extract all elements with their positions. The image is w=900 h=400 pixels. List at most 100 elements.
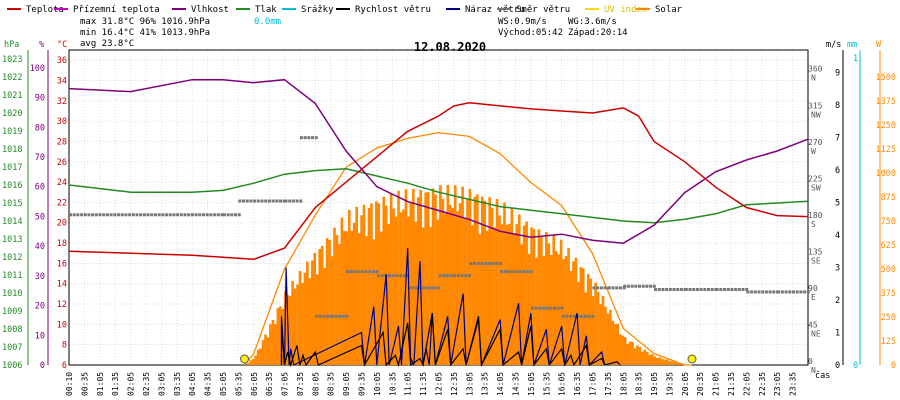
tick-x: 05:05 bbox=[219, 372, 228, 396]
wind-dir-point bbox=[153, 213, 157, 217]
solar-bar-161 bbox=[641, 351, 644, 365]
wind-dir-point bbox=[654, 287, 658, 291]
wind-dir-point bbox=[607, 286, 611, 290]
tick-dir-value: 270 bbox=[808, 138, 823, 147]
solar-bar-146 bbox=[604, 306, 607, 365]
wind-dir-point bbox=[109, 213, 113, 217]
solar-bar-145 bbox=[601, 295, 605, 365]
wind-dir-point bbox=[806, 290, 810, 294]
solar-bar-62 bbox=[397, 190, 400, 365]
tick-mm: 1 bbox=[853, 54, 858, 64]
solar-bar-100 bbox=[490, 207, 494, 365]
solar-bar-168 bbox=[658, 357, 661, 365]
solar-bar-20 bbox=[293, 288, 297, 365]
tick-x: 09:05 bbox=[342, 372, 351, 396]
wind-dir-point bbox=[179, 213, 183, 217]
wind-dir-point bbox=[375, 270, 379, 274]
solar-bar-3 bbox=[251, 359, 255, 365]
wind-dir-point bbox=[672, 287, 676, 291]
tick-x: 11:35 bbox=[419, 372, 428, 396]
tick-solar: 0 bbox=[891, 361, 896, 371]
tick-temp: 16 bbox=[57, 259, 67, 269]
tick-pct: 70 bbox=[35, 153, 45, 163]
tick-pct: 80 bbox=[35, 123, 45, 133]
solar-bar-152 bbox=[618, 334, 622, 365]
legend-label-9: Solar bbox=[655, 5, 683, 15]
stats-max-rain: 0.0mm bbox=[254, 17, 281, 27]
wind-dir-point bbox=[587, 314, 591, 318]
tick-x: 23:05 bbox=[773, 372, 782, 396]
tick-solar: 250 bbox=[881, 313, 896, 323]
axis-label-solar: W bbox=[876, 40, 882, 50]
wind-dir-point bbox=[388, 274, 392, 278]
sun-marker-1 bbox=[687, 354, 697, 364]
solar-bar-33 bbox=[325, 238, 329, 365]
tick-x: 00:35 bbox=[80, 372, 89, 396]
solar-bar-175 bbox=[675, 362, 679, 365]
wind-dir-point bbox=[187, 213, 191, 217]
solar-bar-128 bbox=[559, 239, 563, 365]
wind-dir-point bbox=[120, 213, 124, 217]
tick-dir-value: 90 bbox=[808, 284, 818, 293]
wind-dir-point bbox=[449, 274, 453, 278]
tick-hpa: 1012 bbox=[2, 253, 22, 263]
solar-bar-64 bbox=[402, 209, 405, 365]
wind-dir-point bbox=[341, 314, 345, 318]
solar-bar-77 bbox=[434, 194, 437, 365]
solar-bar-29 bbox=[315, 274, 319, 365]
tick-solar: 750 bbox=[881, 217, 896, 227]
solar-bar-13 bbox=[276, 308, 280, 365]
wind-dir-point bbox=[596, 286, 600, 290]
tick-x: 04:35 bbox=[204, 372, 213, 396]
solar-bar-63 bbox=[399, 212, 403, 365]
solar-bar-99 bbox=[488, 197, 491, 365]
wind-dir-point bbox=[622, 286, 626, 290]
tick-solar: 1125 bbox=[876, 145, 896, 155]
tick-pct: 50 bbox=[35, 212, 45, 222]
wind-dir-point bbox=[260, 199, 264, 203]
tick-solar: 875 bbox=[881, 193, 896, 203]
tick-x: 20:05 bbox=[681, 372, 690, 396]
wind-dir-point bbox=[135, 213, 139, 217]
wind-dir-point bbox=[353, 270, 357, 274]
solar-bar-31 bbox=[320, 245, 324, 365]
solar-bar-49 bbox=[365, 236, 368, 365]
wind-dir-point bbox=[803, 290, 807, 294]
series-line-vlhkost bbox=[68, 78, 809, 244]
tick-pct: 40 bbox=[35, 242, 45, 252]
wind-dir-point bbox=[445, 274, 449, 278]
wind-dir-point bbox=[780, 290, 784, 294]
wind-dir-point bbox=[349, 270, 353, 274]
tick-ms: 2 bbox=[835, 296, 840, 306]
tick-dir-name: S bbox=[811, 220, 816, 229]
wind-dir-point bbox=[745, 287, 749, 291]
tick-x: 22:05 bbox=[742, 372, 751, 396]
wind-dir-point bbox=[538, 306, 542, 310]
wind-dir-point bbox=[723, 287, 727, 291]
wind-dir-point bbox=[326, 314, 330, 318]
wind-dir-point bbox=[737, 287, 741, 291]
solar-bar-156 bbox=[628, 341, 632, 365]
solar-bar-155 bbox=[626, 343, 629, 365]
wind-dir-point bbox=[649, 284, 653, 288]
axis-label-ms: m/s bbox=[826, 40, 841, 50]
wind-dir-point bbox=[561, 314, 565, 318]
tick-x: 17:35 bbox=[604, 372, 613, 396]
wind-dir-point bbox=[695, 287, 699, 291]
solar-bar-27 bbox=[311, 260, 314, 365]
wind-dir-point bbox=[750, 290, 754, 294]
wind-dir-point bbox=[395, 274, 399, 278]
solar-bar-142 bbox=[594, 282, 597, 365]
tick-x: 01:35 bbox=[111, 372, 120, 396]
tick-x: 06:35 bbox=[265, 372, 274, 396]
tick-dir-value: 360 bbox=[808, 65, 823, 74]
wind-dir-point bbox=[322, 314, 326, 318]
wind-dir-point bbox=[541, 306, 545, 310]
tick-solar: 375 bbox=[881, 289, 896, 299]
legend-label-5: Rychlost větru bbox=[355, 5, 431, 15]
wind-dir-point bbox=[692, 287, 696, 291]
solar-bar-42 bbox=[347, 209, 351, 365]
wind-dir-point bbox=[591, 314, 595, 318]
legend-label-7: Směr větru bbox=[516, 5, 570, 15]
solar-bar-37 bbox=[335, 234, 339, 365]
